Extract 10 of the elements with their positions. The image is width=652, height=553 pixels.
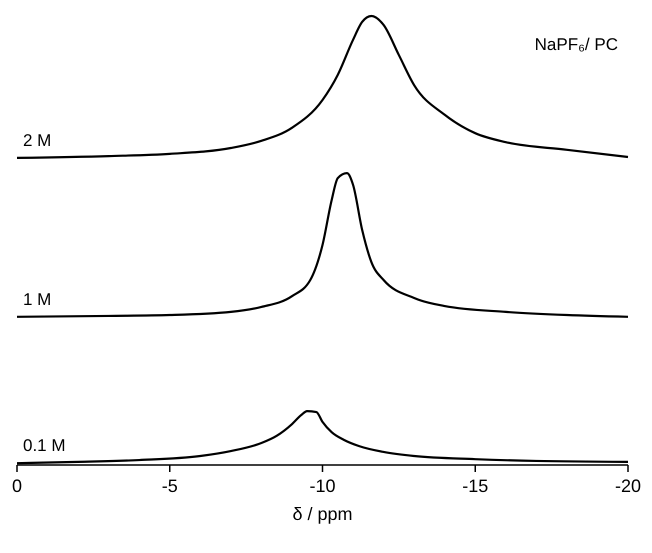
x-tick-label: 0 [12, 476, 22, 496]
x-tick-label: -10 [309, 476, 336, 496]
x-tick-label: -15 [462, 476, 488, 496]
series-label: 2 M [23, 130, 52, 150]
text: NaPF₆/ PC [534, 35, 618, 54]
series-label: 1 M [23, 290, 52, 309]
x-tick-label: -5 [162, 476, 178, 496]
x-tick-label: -20 [614, 476, 642, 496]
x-axis-title: δ / ppm [292, 504, 353, 524]
series-label: 0.1 M [23, 436, 66, 456]
